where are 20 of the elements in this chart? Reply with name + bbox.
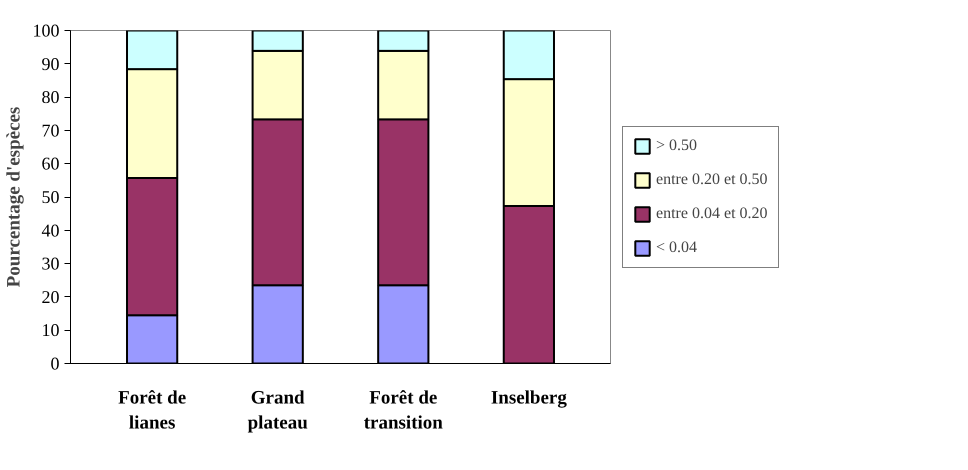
x-tick-label: Forêt de transition xyxy=(364,388,444,434)
y-tick-label: 30 xyxy=(42,254,60,274)
y-axis-title: Pourcentage d'espèces xyxy=(4,106,24,288)
y-tick-label: 40 xyxy=(42,220,60,240)
x-tick-label: Grand plateau xyxy=(248,388,308,434)
legend-label: entre 0.20 et 0.50 xyxy=(656,170,768,188)
y-tick-label: 0 xyxy=(50,354,60,374)
y-tick-label: 60 xyxy=(42,154,60,174)
y-tick-label: 50 xyxy=(42,187,60,207)
y-tick-label: 70 xyxy=(42,120,60,140)
y-tick-label: 10 xyxy=(42,320,60,340)
x-tick-label: Forêt de lianes xyxy=(118,388,186,434)
legend-label: < 0.04 xyxy=(656,238,698,256)
legend-label: > 0.50 xyxy=(656,136,698,154)
y-tick-label: 80 xyxy=(42,87,60,108)
y-tick-label: 100 xyxy=(32,20,60,40)
y-tick-label: 90 xyxy=(42,54,60,74)
x-tick-label: Inselberg xyxy=(490,388,568,408)
legend-label: entre 0.04 et 0.20 xyxy=(656,204,768,222)
y-tick-label: 20 xyxy=(42,286,60,307)
